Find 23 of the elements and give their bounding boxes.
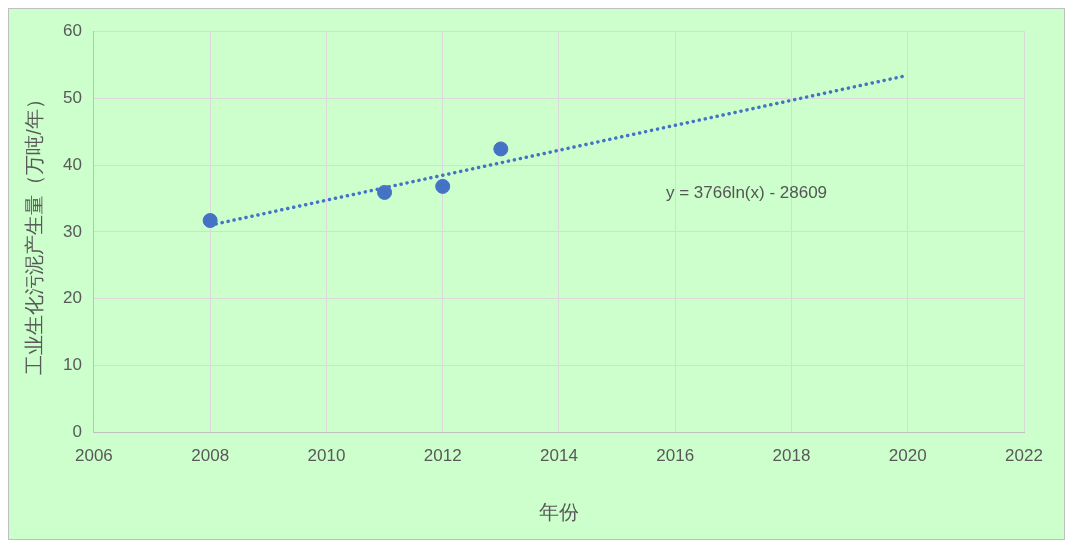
x-tick-label: 2022 bbox=[1005, 446, 1043, 466]
y-tick-label: 20 bbox=[62, 288, 82, 308]
x-axis-title: 年份 bbox=[538, 500, 579, 523]
x-tick-label: 2006 bbox=[75, 446, 113, 466]
y-tick-label: 10 bbox=[62, 355, 82, 375]
annotation: y = 3766ln(x) - 28609 bbox=[665, 183, 828, 203]
y-tick-label: 0 bbox=[72, 422, 82, 442]
point bbox=[435, 178, 451, 194]
x-tick-label: 2020 bbox=[888, 446, 927, 466]
x-tick-label: 2018 bbox=[772, 446, 811, 466]
point bbox=[493, 141, 509, 157]
point bbox=[202, 213, 218, 229]
x-tick-label: 2010 bbox=[307, 446, 346, 466]
point bbox=[377, 184, 393, 200]
y-tick-label: 50 bbox=[62, 87, 82, 107]
y-tick-label: 30 bbox=[62, 221, 82, 241]
y-tick-label: 40 bbox=[62, 154, 82, 174]
y-tick-label: 60 bbox=[62, 20, 82, 40]
x-tick-label: 2014 bbox=[540, 446, 578, 466]
x-tick-label: 2008 bbox=[191, 446, 230, 466]
x-tick-label: 2012 bbox=[423, 446, 462, 466]
x-tick-label: 2016 bbox=[656, 446, 695, 466]
y-axis-title: 工业生化污泥产生量（万吨/年） bbox=[22, 89, 45, 375]
